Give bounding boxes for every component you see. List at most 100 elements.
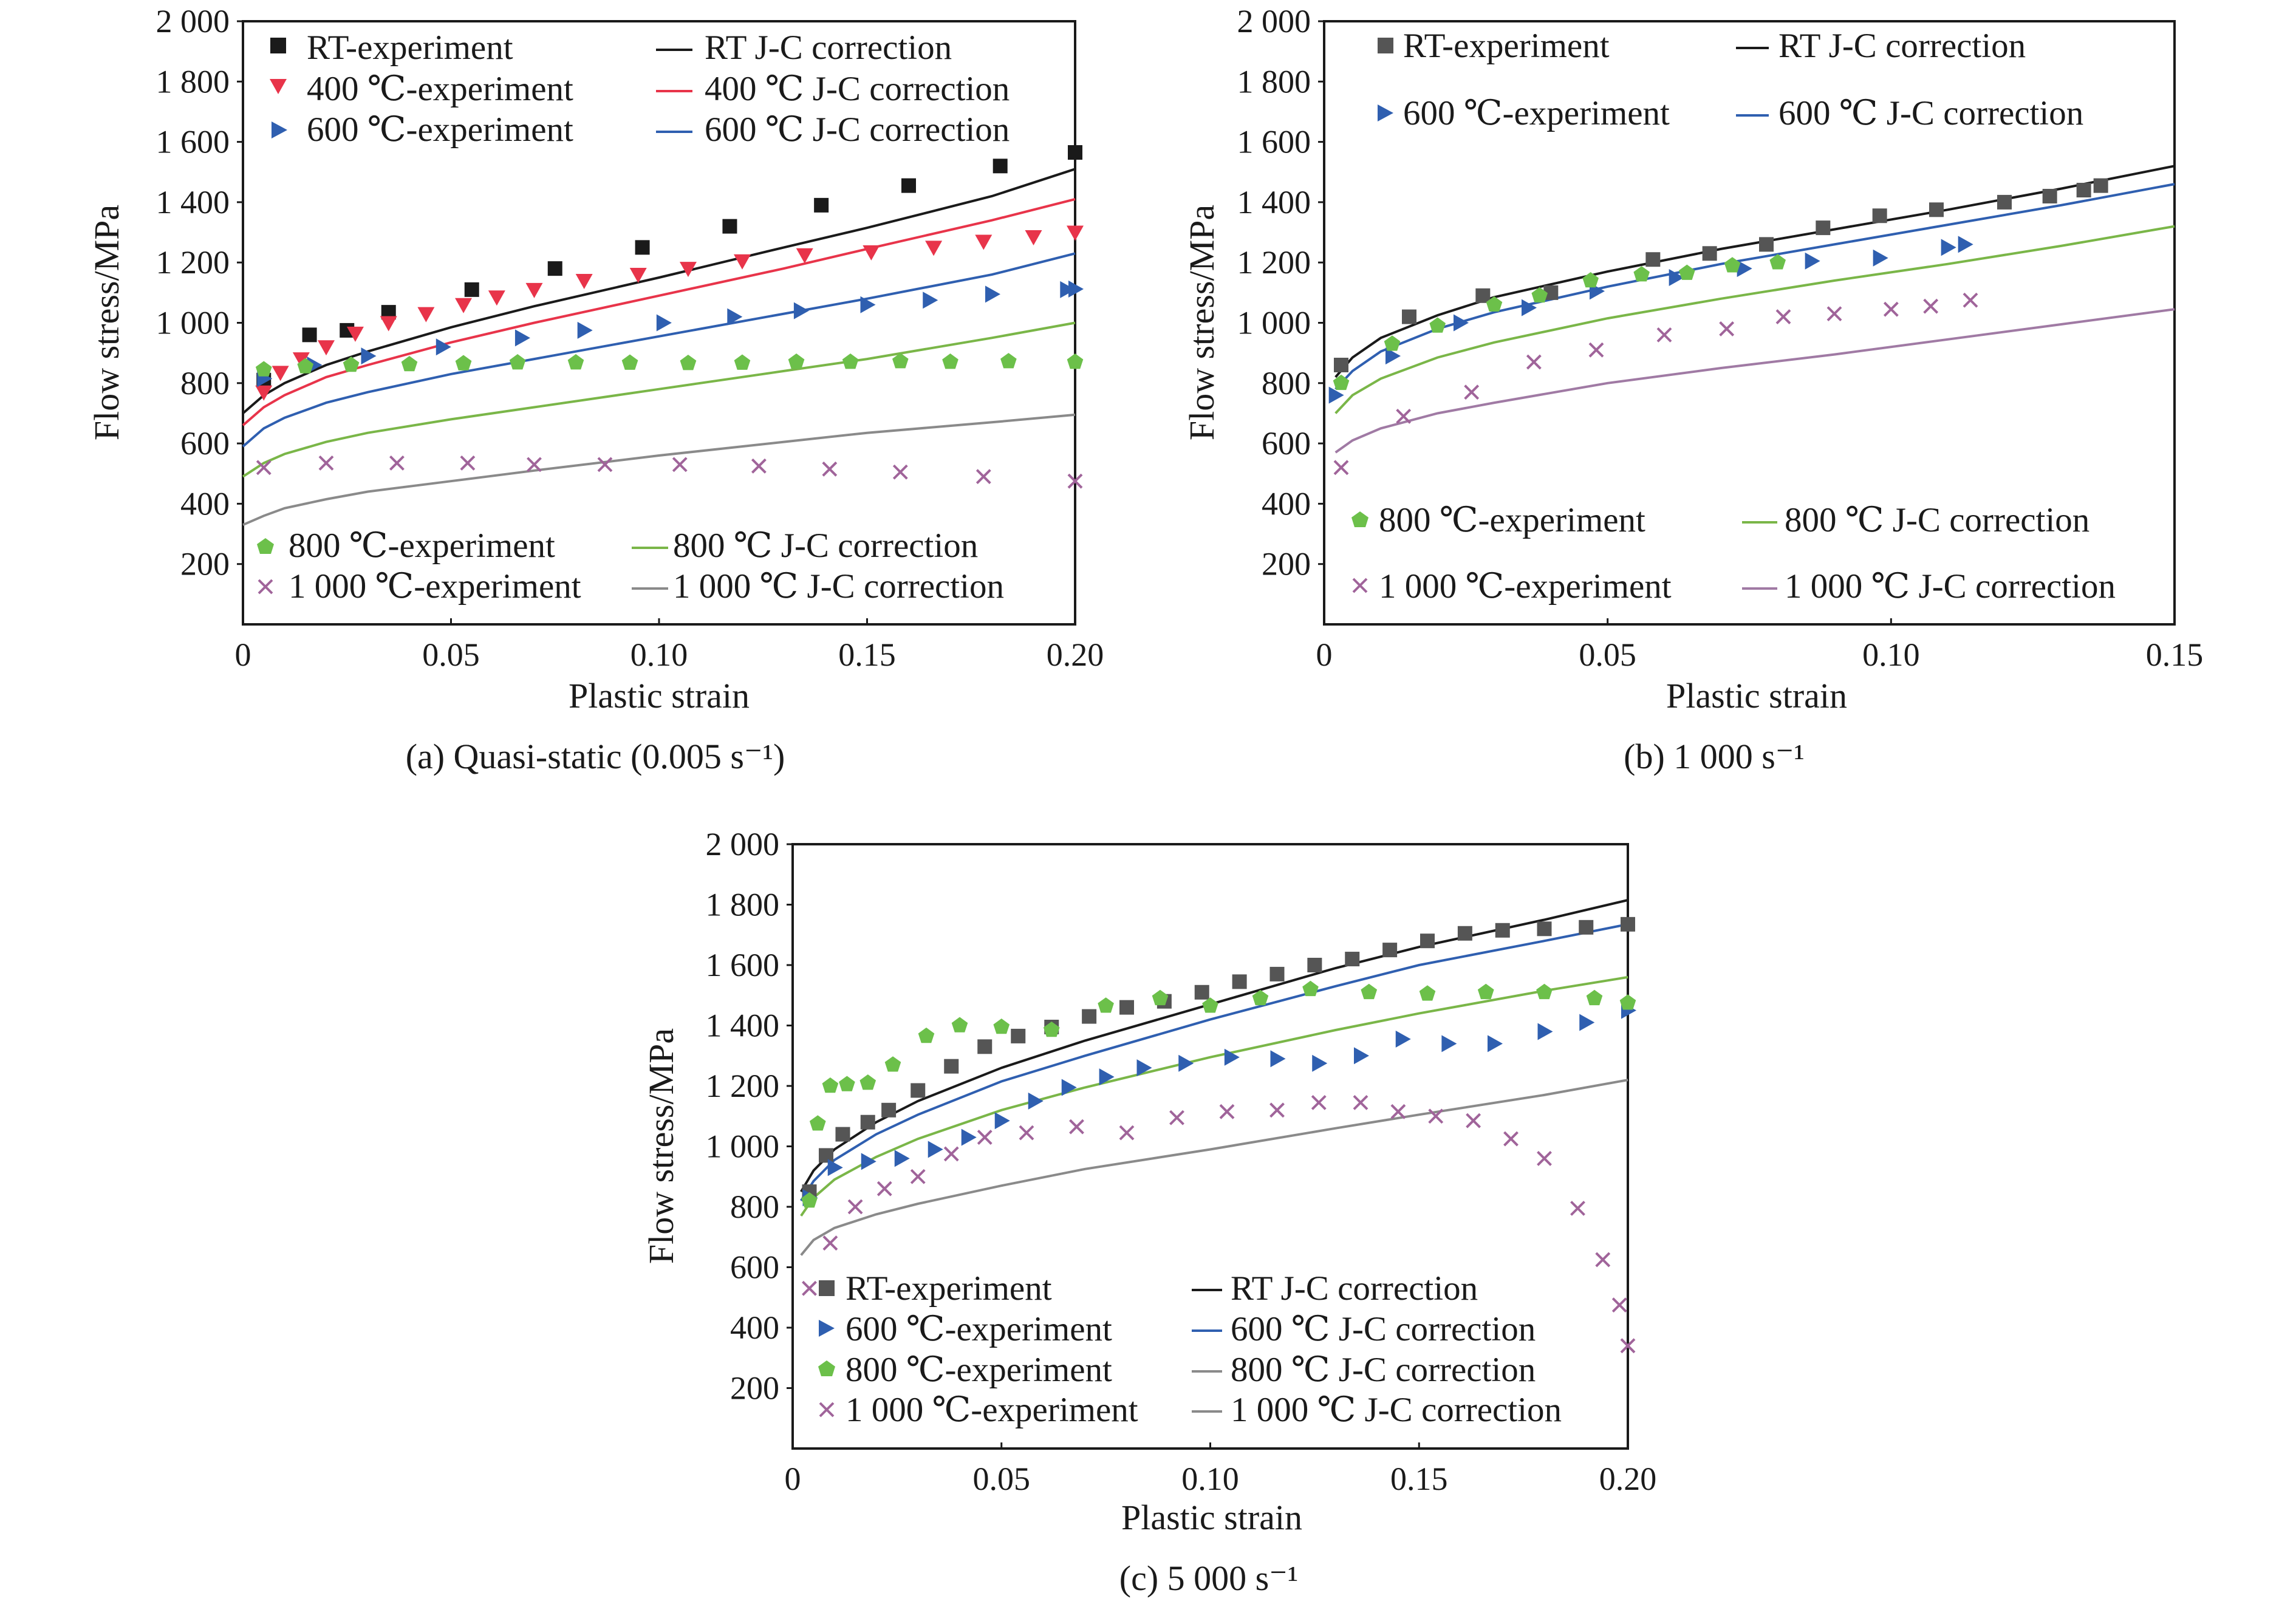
- data-point: [1302, 980, 1319, 997]
- data-point: [1537, 1150, 1552, 1166]
- data-point: [575, 273, 593, 289]
- y-tick-label: 1 600: [156, 124, 230, 160]
- legend-label: 1 000 ℃-experiment: [1379, 567, 1672, 606]
- y-tick-label: 200: [730, 1370, 779, 1407]
- data-point: [1060, 281, 1076, 298]
- data-point: [1611, 1297, 1627, 1313]
- data-point: [1354, 1047, 1369, 1065]
- data-point: [1333, 374, 1350, 391]
- y-tick-label: 1 200: [156, 244, 230, 281]
- data-point: [297, 358, 314, 374]
- data-point: [910, 1169, 926, 1184]
- y-tick-label: 1 600: [706, 947, 780, 983]
- x-tick-label: 0.05: [1579, 636, 1636, 673]
- data-point: [635, 240, 650, 255]
- data-point: [597, 457, 613, 473]
- data-point: [814, 197, 829, 213]
- data-point: [1669, 269, 1684, 287]
- data-point: [722, 219, 737, 234]
- legend-label: 800 ℃ J-C correction: [1231, 1351, 1536, 1389]
- legend-entry-rt-experiment: RT-experiment: [1378, 27, 1610, 65]
- data-point: [861, 1153, 876, 1170]
- data-point: [977, 1130, 993, 1145]
- y-tick-label: 800: [180, 365, 230, 401]
- data-point: [1429, 317, 1446, 333]
- data-point: [802, 1280, 817, 1296]
- data-point: [1619, 994, 1636, 1010]
- data-point: [1620, 1338, 1636, 1354]
- data-point: [1826, 306, 1842, 322]
- data-point: [881, 1102, 897, 1118]
- data-point: [1067, 473, 1083, 489]
- data-point: [1475, 288, 1491, 303]
- legend-label: RT-experiment: [307, 29, 513, 67]
- data-point: [1997, 194, 2012, 210]
- panel-1000-per-s: 200 400 600 800 1 000 1 200 1 400 1 600 1 800 2 0…: [1182, 3, 2203, 776]
- data-point: [928, 1141, 943, 1158]
- data-point: [1119, 1000, 1134, 1015]
- legend-label: 800 ℃ J-C correction: [673, 527, 978, 565]
- data-point: [1328, 386, 1344, 404]
- data-point: [455, 298, 473, 313]
- data-point: [1621, 916, 1635, 932]
- y-tick-label: 1 800: [706, 887, 780, 923]
- y-tick-label: 1 600: [1237, 124, 1311, 160]
- legend-label: 600 ℃-experiment: [307, 111, 573, 149]
- data-point: [892, 353, 909, 369]
- data-point: [1169, 1110, 1184, 1125]
- y-tick-label: 1 400: [1237, 184, 1311, 220]
- data-point: [346, 326, 364, 342]
- data-point: [1069, 1119, 1084, 1135]
- data-point: [527, 457, 542, 473]
- series-line: [1334, 308, 2175, 454]
- data-point: [1595, 1252, 1611, 1268]
- data-point: [1312, 1054, 1328, 1072]
- data-point: [1219, 1104, 1235, 1119]
- data-point: [1028, 1092, 1044, 1110]
- series-line: [242, 197, 1076, 426]
- data-point: [1536, 983, 1553, 1000]
- data-point: [514, 329, 530, 347]
- x-tick-label: 0: [785, 1461, 801, 1497]
- y-tick-label: 600: [180, 425, 230, 462]
- data-point: [884, 1056, 901, 1072]
- series-line: [1334, 165, 2175, 378]
- data-point: [1402, 309, 1416, 324]
- data-point: [819, 1148, 833, 1163]
- data-point: [1579, 1014, 1595, 1031]
- data-point: [272, 366, 289, 381]
- data-point: [1396, 409, 1412, 424]
- data-point: [1000, 353, 1017, 369]
- data-point: [547, 261, 562, 276]
- legend-entry-400-jc: 400 ℃ J-C correction: [656, 70, 1010, 108]
- x-tick-label: 0.10: [630, 636, 688, 673]
- y-tick-label: 2 000: [706, 826, 780, 862]
- y-axis-title: Flow stress/MPa: [641, 1028, 681, 1264]
- data-point: [1098, 997, 1114, 1013]
- data-point: [1486, 296, 1503, 312]
- data-point: [1136, 1059, 1152, 1077]
- panel-5000-per-s: 200 400 600 800 1 000 1 200 1 400 1 600 1 800 2 0…: [641, 826, 1656, 1598]
- data-point: [1419, 985, 1436, 1001]
- legend-entry-800-experiment: 800 ℃-experiment: [1351, 501, 1645, 539]
- legend-entry-600-jc: 600 ℃ J-C correction: [1736, 94, 2083, 132]
- y-tick-label: 2 000: [1237, 3, 1311, 39]
- legend-entry-800-jc: 800 ℃ J-C correction: [632, 527, 978, 565]
- legend-entry-600-jc: 600 ℃ J-C correction: [656, 111, 1010, 149]
- data-point: [1334, 358, 1348, 373]
- data-point: [1941, 239, 1956, 256]
- y-tick-label: 600: [730, 1249, 779, 1286]
- data-point: [672, 457, 688, 473]
- data-point: [942, 353, 958, 369]
- x-axis-title: Plastic strain: [1121, 1498, 1302, 1537]
- data-point: [318, 455, 334, 471]
- legend-label: 1 000 ℃ J-C correction: [1231, 1391, 1562, 1429]
- legend-label: 800 ℃-experiment: [846, 1351, 1112, 1389]
- data-point: [1923, 298, 1939, 314]
- data-point: [1522, 299, 1537, 316]
- data-point: [525, 282, 543, 298]
- data-point: [1503, 1131, 1519, 1147]
- data-point: [1152, 989, 1169, 1006]
- data-point: [1586, 989, 1603, 1006]
- data-point: [993, 159, 1008, 174]
